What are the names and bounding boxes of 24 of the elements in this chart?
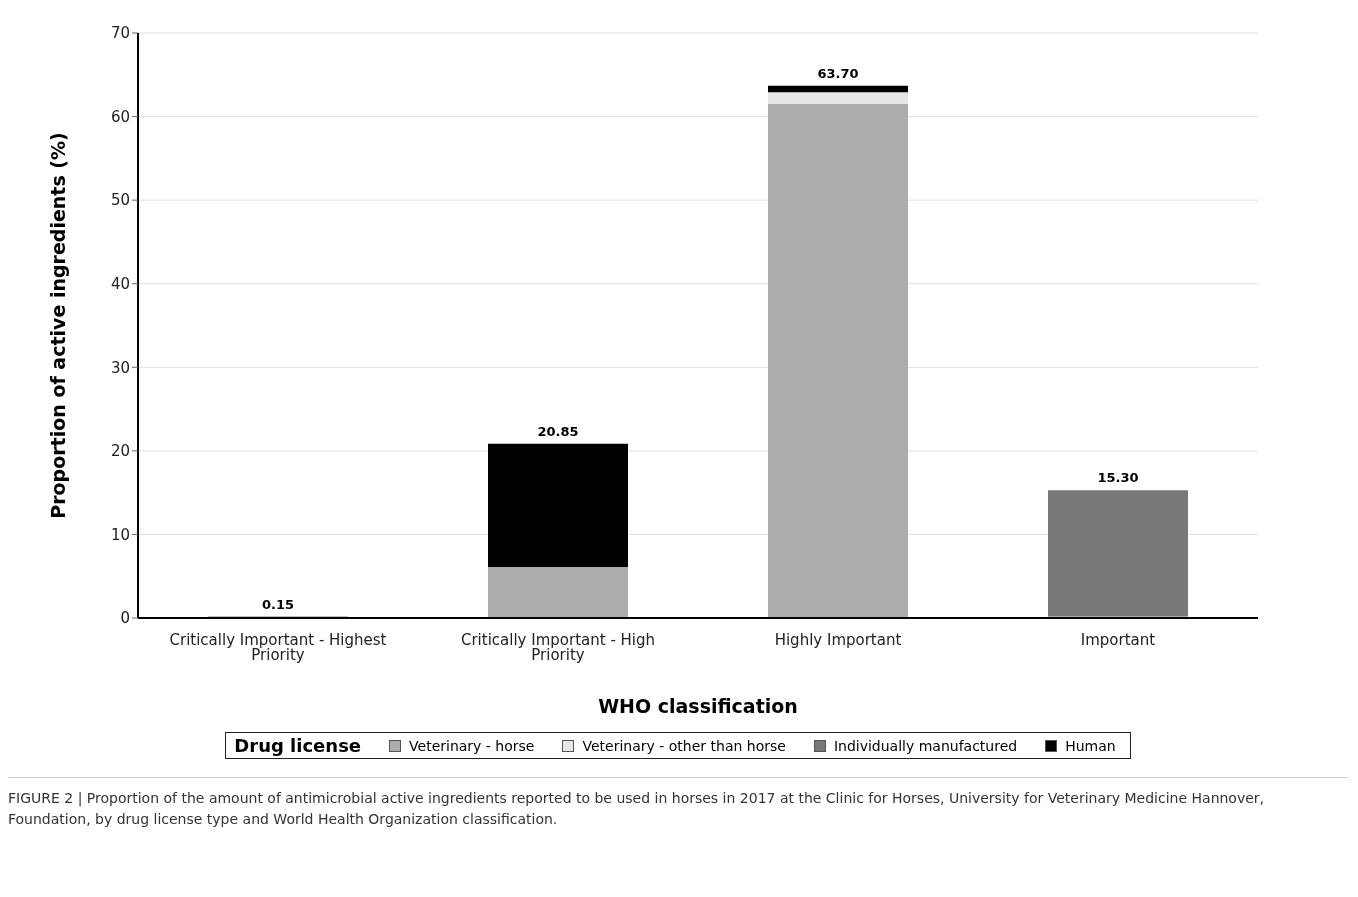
legend-title: Drug license — [234, 735, 362, 756]
y-tick-label: 30 — [110, 358, 130, 377]
y-tick-label: 20 — [110, 442, 130, 461]
total-label: 63.70 — [817, 65, 859, 81]
total-label: 20.85 — [537, 423, 579, 439]
y-axis-title: Proportion of active ingredients (%) — [46, 132, 69, 519]
legend-label: Veterinary - horse — [408, 737, 535, 754]
y-tick-label: 50 — [110, 191, 130, 210]
x-tick-label: Critically Important - High Priority — [460, 630, 656, 664]
caption: FIGURE 2 | Proportion of the amount of antimicrobial active ingredients reported to be used in horses in 2017 at the Clinic for Horses, University for Veterinary Medicine Hannover, Foundation, by drug license type and World Health Organization classification. — [8, 777, 1348, 830]
total-label: 0.15 — [261, 596, 295, 612]
x-axis-title: WHO classification — [598, 695, 798, 717]
legend-label: Veterinary - other than horse — [581, 737, 786, 754]
total-label: 15.30 — [1097, 470, 1139, 486]
y-tick-label: 0 — [120, 609, 130, 628]
x-tick-label: Important — [1080, 630, 1156, 649]
y-tick-label: 10 — [110, 525, 130, 544]
x-tick-label: Critically Important - Highest Priority — [169, 630, 387, 664]
legend-label: Human — [1064, 737, 1116, 754]
legend-label: Individually manufactured — [832, 737, 1018, 754]
x-tick-label: Highly Important — [774, 630, 902, 649]
y-tick-label: 60 — [110, 107, 130, 126]
y-tick-label: 70 — [110, 24, 130, 43]
y-tick-label: 40 — [110, 275, 130, 294]
